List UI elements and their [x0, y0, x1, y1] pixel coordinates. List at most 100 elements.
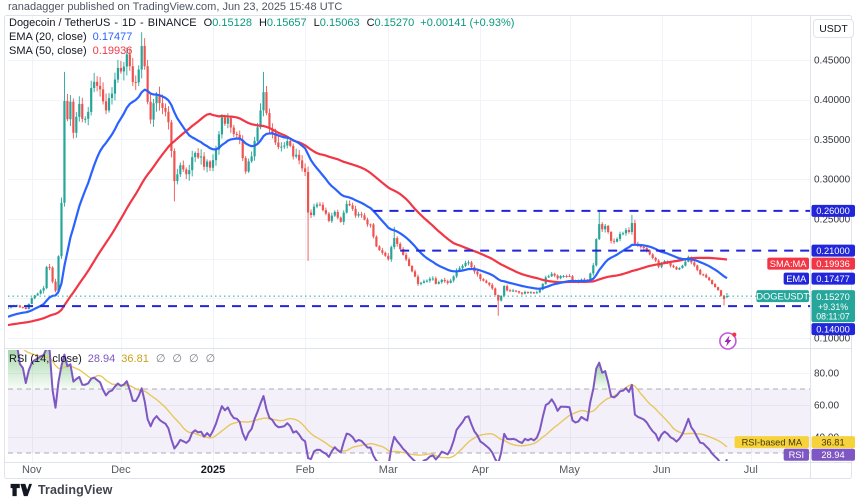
- rsi-line[interactable]: [8, 344, 728, 467]
- candle-body: [360, 214, 363, 216]
- axis-badge-label-bg: [783, 272, 809, 285]
- candle-body: [589, 273, 592, 281]
- hidden-band-marker: ∅: [172, 353, 182, 365]
- tradingview-brand[interactable]: TradingView: [38, 483, 113, 497]
- candle-body: [595, 239, 598, 266]
- candle-body: [30, 298, 33, 304]
- candle-body: [63, 101, 66, 203]
- ohlc-open-value: 0.15128: [212, 17, 252, 29]
- candle-body: [283, 145, 286, 147]
- lightning-emoji-sticker[interactable]: [719, 332, 737, 350]
- price-tick-0.10000: 0.10000: [814, 333, 851, 344]
- candle-body: [663, 260, 666, 263]
- candle-body: [458, 268, 461, 271]
- candle-body: [434, 278, 437, 284]
- candle-body: [461, 265, 464, 269]
- ohlc-high-value: 0.15657: [266, 17, 307, 29]
- sma-50-line[interactable]: [8, 112, 728, 327]
- tradingview-logo-icon[interactable]: [10, 483, 32, 497]
- candle-body: [396, 238, 399, 244]
- axis-badge-bg: [811, 436, 855, 449]
- candle-body: [143, 45, 146, 67]
- rsi-tick-80.00: 80.00: [814, 369, 839, 380]
- ema-20-line[interactable]: [8, 88, 728, 318]
- candle-body: [304, 168, 307, 173]
- axis-badge-label-bg: [734, 436, 809, 449]
- price-scale[interactable]: 0.45000 0.40000 0.35000 0.30000 0.25000 0.100…: [734, 56, 855, 461]
- candle-body: [363, 215, 366, 220]
- candle-body: [289, 141, 292, 146]
- candle-body: [684, 261, 687, 266]
- candle-body: [467, 262, 470, 264]
- candle-body: [229, 118, 232, 128]
- candle-body: [152, 103, 155, 120]
- candle-body: [681, 265, 684, 268]
- candle-body: [339, 217, 342, 222]
- candle-body: [479, 274, 482, 280]
- main-price-pane[interactable]: [8, 16, 810, 345]
- candle-body: [220, 117, 224, 135]
- candle-body: [244, 158, 247, 172]
- time-label-Jun: Jun: [653, 464, 671, 476]
- legend-sma-row[interactable]: SMA (50, close) 0.19936: [9, 44, 514, 58]
- candle-body: [235, 134, 238, 136]
- time-scale[interactable]: Nov Dec 2025 Feb Mar Apr May Jun Jul: [22, 464, 758, 476]
- rsi-pane[interactable]: [8, 350, 810, 461]
- axis-badge-label: SMA:MA: [770, 259, 807, 269]
- legend-symbol-row[interactable]: Dogecoin / TetherUS -1D - BINANCE O0.15128 H0…: [9, 16, 514, 30]
- time-scale-drag-area[interactable]: [5, 463, 852, 478]
- candle-body: [538, 289, 541, 293]
- time-label-Mar: Mar: [379, 464, 398, 476]
- candle-body: [78, 103, 81, 117]
- legend-ema-row[interactable]: EMA (20, close) 0.17477: [9, 30, 514, 44]
- candle-body: [402, 249, 405, 255]
- price-badge-last: 0.15270+9.31%08:11:07 DOGEUSDT: [756, 290, 855, 323]
- candle-body: [615, 238, 619, 242]
- candle-body: [51, 267, 54, 282]
- axis-badge-value: 0.19936: [816, 259, 850, 269]
- price-scale-drag-area[interactable]: [811, 16, 856, 479]
- candle-body: [535, 292, 538, 294]
- rsi-ma-value: 36.81: [121, 353, 149, 365]
- candle-body: [194, 152, 197, 158]
- candle-body: [618, 234, 622, 239]
- rsi-legend-row[interactable]: RSI (14, close) 28.94 36.81 ∅ ∅ ∅ ∅: [9, 353, 215, 366]
- candle-body: [630, 223, 634, 232]
- candle-body: [639, 245, 642, 247]
- candle-body: [45, 267, 48, 289]
- price-tick-0.30000: 0.30000: [814, 175, 851, 186]
- candle-body: [348, 203, 351, 206]
- candle-body: [208, 161, 212, 168]
- candle-body: [520, 292, 524, 294]
- candle-body: [568, 276, 571, 278]
- candle-body: [191, 157, 194, 171]
- candle-body: [497, 295, 500, 301]
- candle-body: [223, 117, 226, 124]
- ema-label: EMA (20, close): [9, 31, 87, 43]
- candle-body: [306, 172, 310, 213]
- axis-badge-label-bg: [756, 290, 809, 303]
- candle-body: [247, 161, 250, 172]
- axis-badge-bg: [811, 448, 855, 461]
- candle-body: [624, 229, 628, 234]
- candle-body: [648, 250, 651, 255]
- candle-body: [155, 94, 158, 104]
- candle-body: [500, 295, 503, 301]
- ohlc-close-label: C: [366, 17, 375, 29]
- price-scale-currency-button[interactable]: USDT: [813, 19, 854, 38]
- candle-body: [452, 276, 455, 281]
- candle-body: [90, 88, 93, 112]
- candle-body: [318, 204, 322, 206]
- candle-body: [514, 290, 518, 292]
- candle-body: [256, 127, 259, 141]
- candle-body: [241, 139, 244, 159]
- candle-body: [708, 277, 711, 281]
- ohlc-high-label: H: [258, 17, 267, 29]
- candle-body: [96, 81, 99, 86]
- candle-body: [173, 150, 176, 182]
- candle-body: [711, 280, 714, 285]
- hidden-band-marker: ∅: [205, 353, 216, 365]
- candle-body: [485, 280, 488, 283]
- axis-badge-label: RSI: [789, 450, 805, 460]
